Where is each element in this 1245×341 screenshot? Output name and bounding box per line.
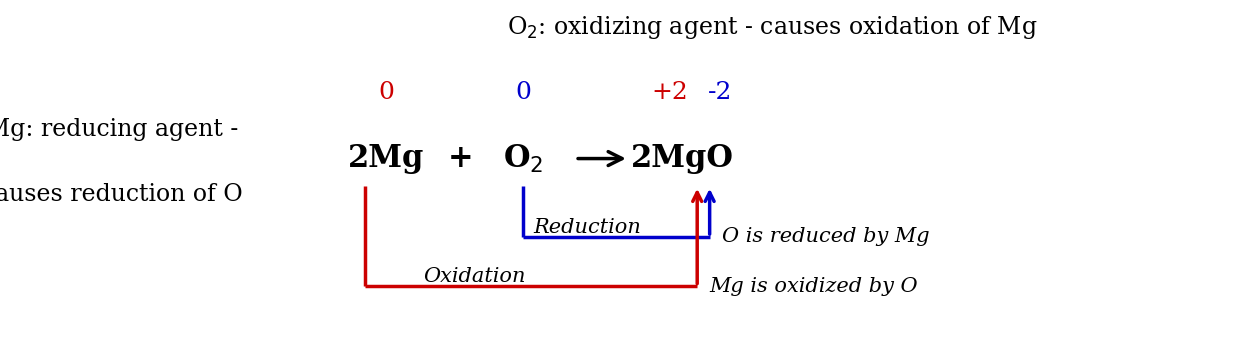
Text: 2MgO: 2MgO — [631, 143, 733, 174]
Text: Reduction: Reduction — [533, 218, 641, 237]
Text: Oxidation: Oxidation — [423, 267, 525, 286]
Text: 2Mg: 2Mg — [347, 143, 425, 174]
Text: causes reduction of O: causes reduction of O — [0, 183, 243, 206]
Text: O is reduced by Mg: O is reduced by Mg — [722, 227, 930, 247]
Text: Mg: reducing agent -: Mg: reducing agent - — [0, 118, 238, 141]
Text: +: + — [448, 143, 473, 174]
Text: +2: +2 — [651, 80, 688, 104]
Text: -2: -2 — [707, 80, 732, 104]
Text: Mg is oxidized by O: Mg is oxidized by O — [710, 277, 919, 296]
Text: O$_2$: oxidizing agent - causes oxidation of Mg: O$_2$: oxidizing agent - causes oxidatio… — [507, 14, 1037, 41]
Text: 0: 0 — [515, 80, 530, 104]
Text: 0: 0 — [378, 80, 393, 104]
Text: O$_2$: O$_2$ — [503, 143, 543, 175]
